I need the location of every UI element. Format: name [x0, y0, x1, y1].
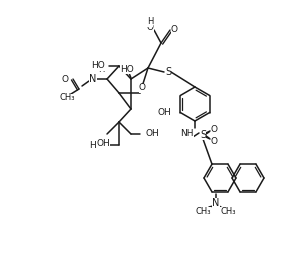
Text: CH₃: CH₃ [195, 206, 211, 215]
Text: H: H [147, 18, 153, 27]
Text: O: O [171, 25, 178, 33]
Text: OH: OH [158, 108, 171, 117]
Text: HO: HO [91, 61, 105, 71]
Text: OH: OH [145, 129, 159, 138]
Text: S: S [165, 67, 171, 77]
Text: N: N [89, 74, 97, 84]
Text: O: O [139, 83, 146, 93]
Text: OH: OH [96, 138, 110, 148]
Text: O: O [146, 23, 153, 32]
Text: CH₃: CH₃ [59, 93, 75, 102]
Text: HO: HO [89, 141, 103, 150]
Text: O: O [210, 136, 217, 146]
Text: O: O [210, 124, 217, 133]
Text: HO: HO [120, 64, 134, 73]
Text: CH₃: CH₃ [220, 206, 236, 215]
Text: N: N [212, 198, 220, 208]
Text: S: S [200, 130, 206, 140]
Text: O: O [62, 74, 69, 83]
Text: H: H [98, 65, 104, 74]
Text: NH: NH [180, 129, 194, 138]
